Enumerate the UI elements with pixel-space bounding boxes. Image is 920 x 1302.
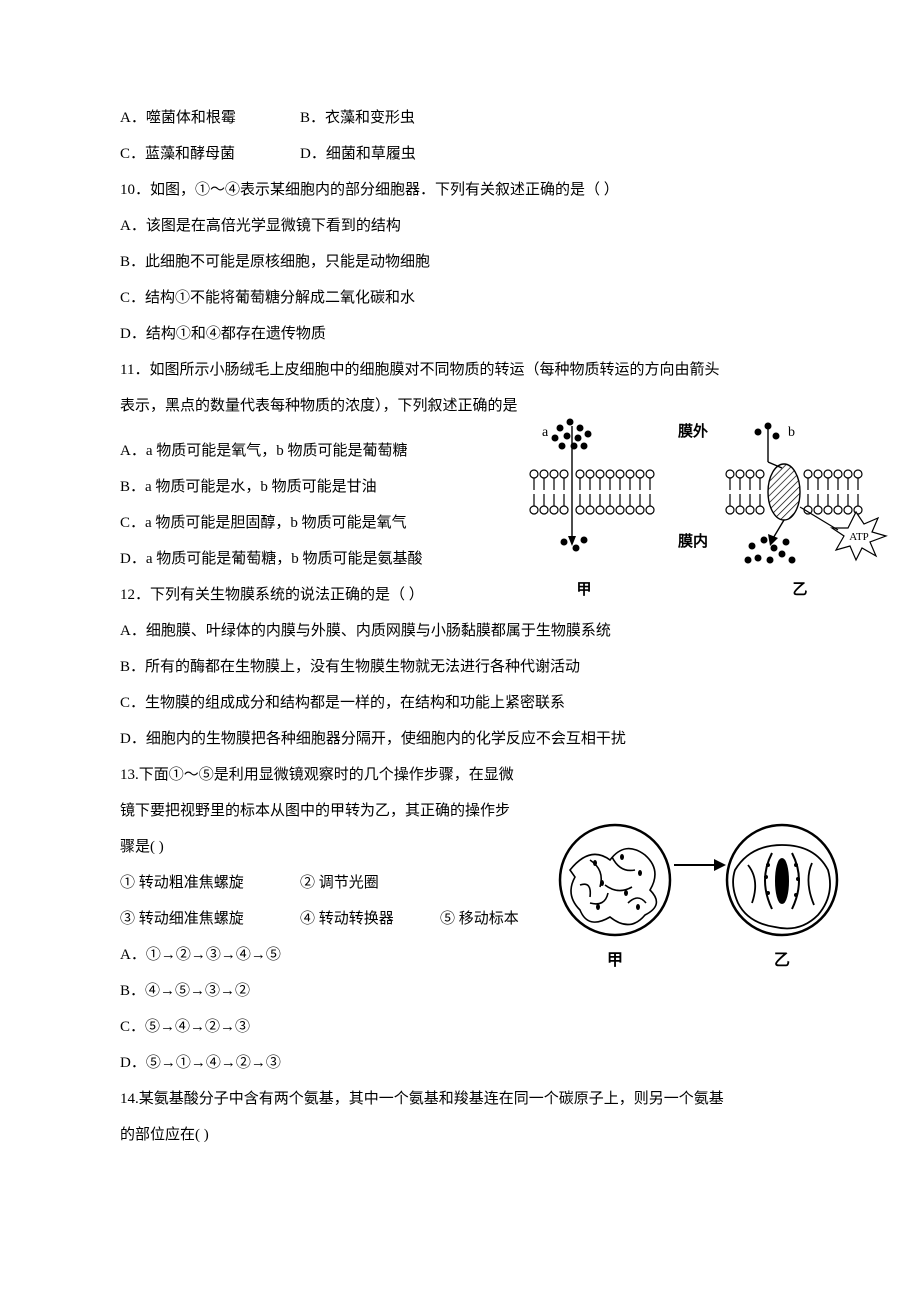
scope-label-left: 甲 [607,951,623,969]
membrane-transport-diagram: a [520,412,890,612]
q9-option-d: D．细菌和草履虫 [300,136,416,172]
label-a: a [542,425,549,440]
q10-option-b: B．此细胞不可能是原核细胞，只能是动物细胞 [120,244,800,280]
q10-option-d: D．结构①和④都存在遗传物质 [120,316,800,352]
q11-stem-line-1: 11．如图所示小肠绒毛上皮细胞中的细胞膜对不同物质的转运（每种物质转运的方向由箭… [120,352,800,388]
q13-step-4: ④ 转动转换器 [300,901,440,937]
label-inside: 膜内 [678,532,708,550]
q12-option-a: A．细胞膜、叶绿体的内膜与外膜、内质网膜与小肠黏膜都属于生物膜系统 [120,613,800,649]
q10-stem: 10．如图，①～④表示某细胞内的部分细胞器．下列有关叙述正确的是（ ） [120,172,800,208]
q13-step-5: ⑤ 移动标本 [440,901,519,937]
q9-option-a: A．噬菌体和根霉 [120,100,300,136]
scope-label-right: 乙 [774,952,790,969]
q12-option-d: D．细胞内的生物膜把各种细胞器分隔开，使细胞内的化学反应不会互相干扰 [120,721,800,757]
q9-option-c: C．蓝藻和酵母菌 [120,136,300,172]
label-right: 乙 [792,582,807,598]
label-left: 甲 [576,581,591,598]
q13-option-c: C．⑤→④→②→③ [120,1009,800,1045]
q13-stem-line-1: 13.下面①～⑤是利用显微镜观察时的几个操作步骤，在显微 [120,757,800,793]
document-page: A．噬菌体和根霉 B．衣藻和变形虫 C．蓝藻和酵母菌 D．细菌和草履虫 10．如… [0,0,920,1213]
q13-step-2: ② 调节光圈 [300,865,379,901]
q12-option-b: B．所有的酶都在生物膜上，没有生物膜生物就无法进行各种代谢活动 [120,649,800,685]
q14-stem-line-2: 的部位应在( ) [120,1117,800,1153]
q9-options-row-2: C．蓝藻和酵母菌 D．细菌和草履虫 [120,136,800,172]
q9-option-b: B．衣藻和变形虫 [300,100,415,136]
q13-step-1: ① 转动粗准焦螺旋 [120,865,300,901]
label-b: b [788,425,795,440]
q13-option-d: D．⑤→①→④→②→③ [120,1045,800,1081]
q12-option-c: C．生物膜的组成成分和结构都是一样的，在结构和功能上紧密联系 [120,685,800,721]
label-outside: 膜外 [678,422,708,440]
q10-option-a: A．该图是在高倍光学显微镜下看到的结构 [120,208,800,244]
q14-stem-line-1: 14.某氨基酸分子中含有两个氨基，其中一个氨基和羧基连在同一个碳原子上，则另一个… [120,1081,800,1117]
label-atp: ATP [849,531,869,543]
q9-options-row-1: A．噬菌体和根霉 B．衣藻和变形虫 [120,100,800,136]
q10-option-c: C．结构①不能将葡萄糖分解成二氧化碳和水 [120,280,800,316]
microscope-view-diagram: 甲 乙 [550,815,850,985]
q13-step-3: ③ 转动细准焦螺旋 [120,901,300,937]
